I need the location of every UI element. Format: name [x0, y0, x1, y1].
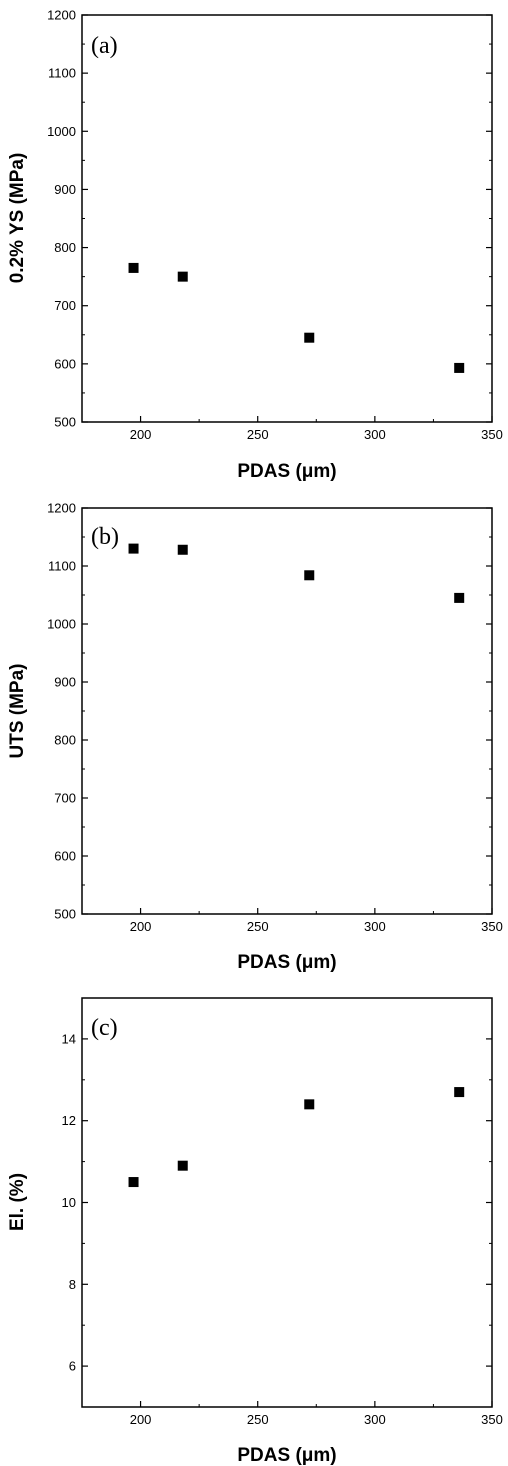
y-tick-label-c: 14	[62, 1031, 76, 1046]
panel-c: 200 250 300 350 6 8 10 12 14 (c) PDAS (μm) El. (…	[7, 997, 503, 1466]
plot-frame-a	[81, 14, 493, 423]
data-point-c	[177, 1160, 188, 1171]
y-tick-label-b: 1200	[47, 501, 76, 516]
x-tick-label-c: 300	[364, 1412, 386, 1427]
plot-frame-b	[81, 507, 493, 915]
x-tick-label-c: 200	[130, 1412, 152, 1427]
data-point-b	[304, 570, 315, 581]
ticks-b: 200 250 300 350 500 600 700 800 900 1000 1100 1200	[47, 501, 503, 935]
x-tick-label-b: 300	[364, 919, 386, 934]
y-tick-label-a: 1100	[48, 66, 76, 81]
panel-label-b: (b)	[91, 524, 119, 550]
x-tick-label-a: 200	[130, 427, 152, 442]
ticks-a: 200 250 300 350 500 600 700 800 900 1000 1100 1200	[47, 8, 503, 443]
y-tick-label-a: 500	[54, 415, 76, 430]
x-tick-label-a: 250	[247, 427, 269, 442]
x-tick-label-b: 250	[247, 919, 269, 934]
marks-c	[128, 1087, 465, 1188]
y-tick-label-a: 800	[54, 240, 76, 255]
marks-b	[128, 543, 465, 603]
y-tick-label-b: 800	[54, 733, 76, 748]
data-point-b	[177, 544, 188, 555]
y-tick-label-b: 1000	[47, 617, 76, 632]
panel-label-a: (a)	[91, 33, 118, 59]
ticks-c: 200 250 300 350 6 8 10 12 14	[62, 1031, 503, 1427]
y-tick-label-a: 700	[54, 298, 76, 313]
y-tick-label-a: 900	[54, 182, 76, 197]
y-tick-label-b: 600	[54, 849, 76, 864]
y-tick-label-a: 1200	[47, 8, 76, 23]
x-axis-label-c: PDAS (μm)	[237, 1445, 336, 1466]
y-tick-label-b: 1100	[48, 559, 76, 574]
y-tick-label-c: 10	[62, 1195, 76, 1210]
y-axis-label-b: UTS (MPa)	[7, 664, 28, 759]
y-axis-label-c: El. (%)	[7, 1173, 28, 1231]
data-point-a	[454, 362, 465, 373]
data-point-c	[304, 1099, 315, 1110]
y-tick-label-a: 600	[54, 356, 76, 371]
x-tick-label-a: 350	[481, 427, 503, 442]
x-axis-label-b: PDAS (μm)	[237, 952, 336, 973]
x-tick-label-c: 350	[481, 1412, 503, 1427]
y-tick-label-b: 900	[54, 675, 76, 690]
y-tick-label-c: 12	[62, 1113, 76, 1128]
panel-b: 200 250 300 350500600700800900100011001200 …	[7, 501, 503, 974]
plot-frame-c	[81, 997, 493, 1408]
x-tick-label-b: 200	[130, 919, 152, 934]
x-tick-label-b: 350	[481, 919, 503, 934]
x-tick-label-a: 300	[364, 427, 386, 442]
panel-label-c: (c)	[91, 1015, 118, 1041]
data-point-a	[304, 332, 315, 343]
x-axis-label-a: PDAS (μm)	[237, 461, 336, 482]
panel-a: 200 250 300 350500600700800900100011001200 …	[7, 8, 503, 483]
data-point-b	[454, 592, 465, 603]
x-tick-label-c: 250	[247, 1412, 269, 1427]
data-point-a	[128, 262, 139, 273]
data-point-a	[177, 271, 188, 282]
y-tick-label-c: 6	[69, 1359, 76, 1374]
y-axis-label-a: 0.2% YS (MPa)	[7, 153, 28, 284]
data-point-b	[128, 543, 139, 554]
y-tick-label-b: 500	[54, 907, 76, 922]
data-point-c	[128, 1177, 139, 1188]
marks-a	[128, 262, 465, 373]
y-tick-label-b: 700	[54, 791, 76, 806]
y-tick-label-a: 1000	[47, 124, 76, 139]
y-tick-label-c: 8	[69, 1277, 76, 1292]
data-point-c	[454, 1087, 465, 1098]
